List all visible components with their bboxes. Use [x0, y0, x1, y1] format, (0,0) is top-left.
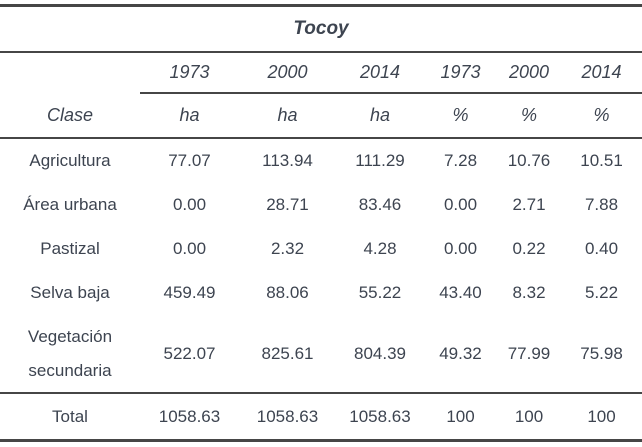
- value-cell: 88.06: [266, 283, 309, 302]
- table-row-vegetacion-secundaria: Vegetación secundaria 522.07 825.61 804.…: [0, 315, 642, 393]
- value-cell: 7.28: [443, 151, 478, 170]
- value-cell: 77.07: [168, 151, 211, 170]
- unit-header-ha-2: ha: [239, 93, 336, 139]
- row-label: Agricultura: [29, 151, 111, 170]
- total-value-cell: 1058.63: [336, 392, 424, 441]
- row-label: Pastizal: [40, 239, 100, 258]
- value-cell: 0.00: [172, 195, 207, 214]
- value-cell: 75.98: [580, 343, 623, 363]
- value-cell: 7.88: [584, 195, 619, 214]
- total-label: Total: [0, 392, 140, 441]
- value-cell: 522.07: [163, 343, 216, 363]
- value-cell: 825.61: [261, 343, 314, 363]
- unit-header-pct-2: %: [497, 93, 561, 139]
- value-cell: 2.32: [270, 239, 305, 258]
- table-row-agricultura: Agricultura 77.07 113.94 111.29 7.28 10.…: [0, 138, 642, 183]
- year-header-ha-2014: 2014: [336, 52, 424, 94]
- value-cell: 0.00: [443, 195, 478, 214]
- unit-header-pct-1: %: [424, 93, 497, 139]
- value-cell: 113.94: [262, 151, 313, 170]
- year-header-pct-2014: 2014: [561, 52, 642, 94]
- total-value-cell: 1058.63: [140, 392, 239, 441]
- unit-header-ha-3: ha: [336, 93, 424, 139]
- clase-column-header: Clase: [0, 93, 140, 139]
- units-header-row: Clase ha ha ha % % %: [0, 93, 642, 139]
- table-row-selva-baja: Selva baja 459.49 88.06 55.22 43.40 8.32…: [0, 271, 642, 315]
- value-cell: 459.49: [163, 283, 216, 302]
- value-cell: 804.39: [354, 343, 406, 363]
- year-header-ha-2000: 2000: [239, 52, 336, 94]
- year-header-pct-1973: 1973: [424, 52, 497, 94]
- table-row-total: Total 1058.63 1058.63 1058.63 100 100 10…: [0, 392, 642, 441]
- value-cell: 0.00: [172, 239, 207, 258]
- year-header-ha-1973: 1973: [140, 52, 239, 94]
- value-cell: 77.99: [507, 343, 551, 363]
- value-cell: 8.32: [512, 283, 546, 302]
- value-cell: 83.46: [358, 195, 402, 214]
- value-cell: 2.71: [512, 195, 546, 214]
- row-label: Vegetación secundaria: [27, 327, 113, 380]
- value-cell: 111.29: [355, 151, 405, 170]
- table-row-pastizal: Pastizal 0.00 2.32 4.28 0.00 0.22 0.40: [0, 227, 642, 271]
- empty-corner-cell: [0, 52, 140, 93]
- value-cell: 43.40: [439, 283, 482, 302]
- total-value-cell: 100: [424, 392, 497, 441]
- total-value-cell: 1058.63: [239, 392, 336, 441]
- value-cell: 4.28: [363, 239, 397, 258]
- value-cell: 10.51: [580, 151, 623, 170]
- value-cell: 0.22: [512, 239, 546, 258]
- value-cell: 0.00: [443, 239, 478, 258]
- value-cell: 28.71: [266, 195, 309, 214]
- title-row: Tocoy: [0, 5, 642, 53]
- year-header-pct-2000: 2000: [497, 52, 561, 94]
- value-cell: 55.22: [358, 283, 402, 302]
- landcover-change-table: Tocoy 1973 2000 2014 1973 2000 2014 Clas…: [0, 4, 642, 442]
- value-cell: 0.40: [584, 239, 619, 258]
- years-header-row: 1973 2000 2014 1973 2000 2014: [0, 52, 642, 94]
- value-cell: 10.76: [507, 151, 551, 170]
- value-cell: 49.32: [439, 343, 482, 363]
- row-label: Área urbana: [23, 195, 117, 214]
- unit-header-pct-3: %: [561, 93, 642, 139]
- row-label: Selva baja: [30, 283, 110, 302]
- total-value-cell: 100: [561, 392, 642, 441]
- unit-header-ha-1: ha: [140, 93, 239, 139]
- table-row-area-urbana: Área urbana 0.00 28.71 83.46 0.00 2.71 7…: [0, 183, 642, 227]
- total-value-cell: 100: [497, 392, 561, 441]
- value-cell: 5.22: [584, 283, 619, 302]
- table-title: Tocoy: [0, 5, 642, 53]
